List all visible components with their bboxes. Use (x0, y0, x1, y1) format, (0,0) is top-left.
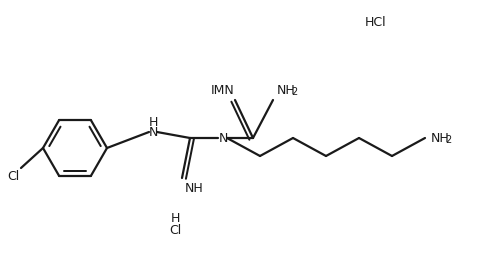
Text: 2: 2 (291, 87, 297, 97)
Text: Cl: Cl (7, 170, 19, 182)
Text: H: H (170, 212, 180, 225)
Text: IMN: IMN (211, 84, 235, 96)
Text: NH: NH (431, 132, 450, 144)
Text: 2: 2 (445, 135, 451, 145)
Text: N: N (218, 132, 227, 144)
Text: NH: NH (277, 84, 296, 96)
Text: H: H (148, 116, 157, 130)
Text: N: N (148, 125, 157, 139)
Text: Cl: Cl (169, 225, 181, 237)
Text: NH: NH (185, 181, 204, 195)
Text: HCl: HCl (365, 15, 387, 29)
